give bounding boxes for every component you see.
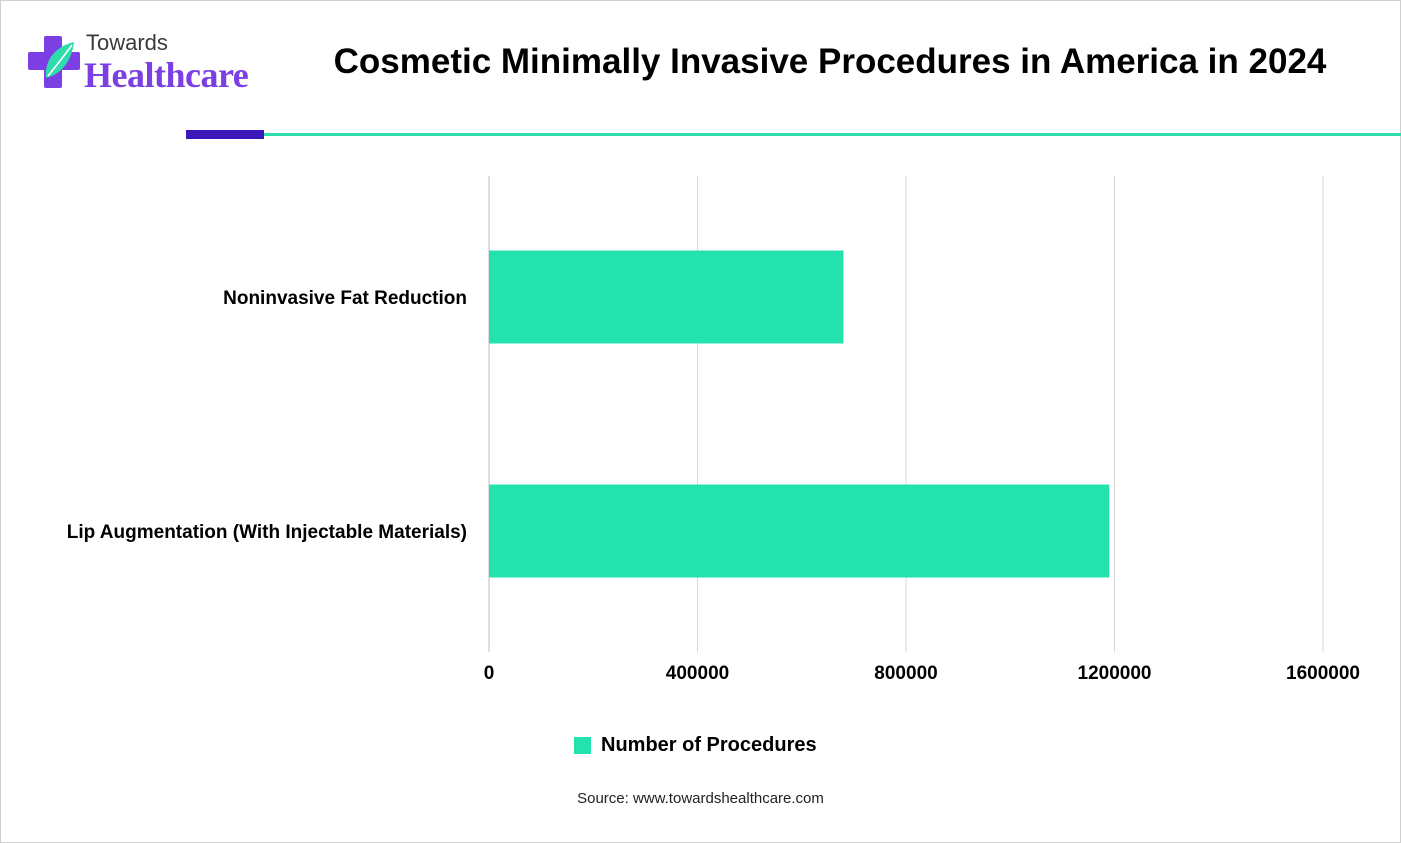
medical-cross-leaf-icon bbox=[28, 36, 80, 88]
category-label: Noninvasive Fat Reduction bbox=[223, 288, 467, 309]
legend-label: Number of Procedures bbox=[601, 733, 817, 756]
bar bbox=[489, 250, 844, 344]
x-tick-label: 0 bbox=[484, 663, 495, 684]
header-rule bbox=[264, 133, 1401, 136]
logo-text-towards: Towards bbox=[86, 30, 168, 55]
header-accent-bar bbox=[186, 130, 264, 139]
chart-title: Cosmetic Minimally Invasive Procedures i… bbox=[333, 42, 1327, 81]
category-label: Lip Augmentation (With Injectable Materi… bbox=[67, 522, 467, 543]
x-tick-label: 1200000 bbox=[1078, 663, 1152, 684]
source-note: Source: www.towardshealthcare.com bbox=[577, 790, 824, 807]
x-tick-label: 400000 bbox=[666, 663, 729, 684]
legend-swatch bbox=[574, 736, 591, 754]
brand-logo: Towards Healthcare bbox=[26, 30, 266, 100]
x-tick-label: 800000 bbox=[874, 663, 937, 684]
legend: Number of Procedures bbox=[574, 732, 817, 758]
logo-text-healthcare: Healthcare bbox=[84, 55, 249, 95]
bar bbox=[489, 484, 1110, 578]
x-tick-label: 1600000 bbox=[1286, 663, 1360, 684]
